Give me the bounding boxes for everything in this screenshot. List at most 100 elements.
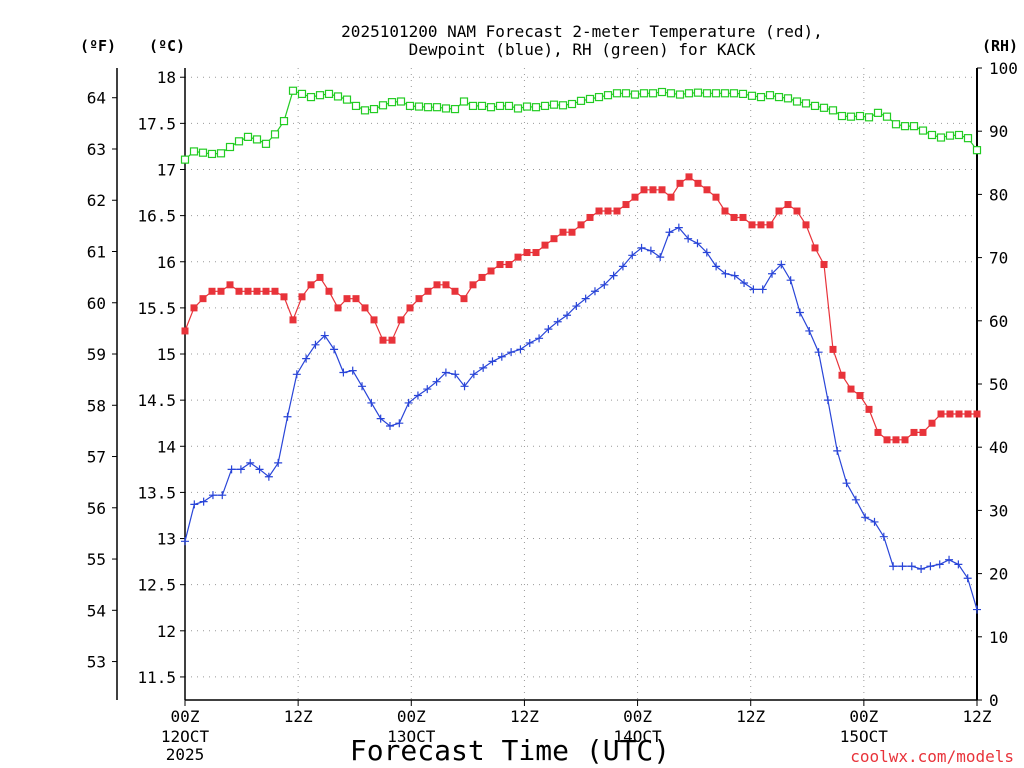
temperature-point	[811, 244, 819, 252]
temperature-point	[298, 293, 306, 301]
rh-point	[252, 135, 262, 144]
rh-point	[387, 98, 397, 107]
temperature-point	[694, 179, 702, 187]
data-series	[180, 86, 982, 614]
temperature-point	[334, 304, 342, 312]
temperature-series	[181, 173, 981, 444]
temperature-point	[424, 287, 432, 295]
temperature-point	[433, 281, 441, 289]
temperature-point	[667, 193, 675, 201]
rh-point	[180, 155, 190, 164]
rh-point	[540, 101, 550, 111]
fahrenheit-unit-label: (ºF)	[80, 37, 116, 55]
rh-point	[342, 95, 352, 104]
rh-point	[288, 86, 298, 95]
temperature-point	[199, 295, 207, 303]
dewpoint-point	[693, 239, 702, 248]
dewpoint-point	[656, 253, 665, 262]
rh-point	[729, 89, 739, 98]
rh-point	[198, 148, 208, 157]
fahrenheit-tick-label: 64	[87, 89, 106, 108]
dewpoint-point	[758, 285, 767, 294]
rh-point	[846, 112, 856, 121]
rh-point	[405, 101, 415, 111]
celsius-tick-label: 17.5	[137, 114, 176, 133]
dewpoint-point	[814, 348, 823, 357]
dewpoint-point	[423, 385, 432, 394]
dewpoint-point	[795, 308, 804, 317]
fahrenheit-tick-label: 60	[87, 294, 106, 313]
x-tick-label: 12Z	[284, 707, 313, 726]
dewpoint-point	[637, 243, 646, 252]
temperature-point	[235, 287, 243, 295]
x-tick-label: 00Z	[171, 707, 200, 726]
x-tick-label: 00Z	[849, 707, 878, 726]
chart-title-line-1: 2025101200 NAM Forecast 2-meter Temperat…	[341, 22, 823, 41]
dewpoint-point	[730, 271, 739, 280]
dewpoint-point	[246, 458, 255, 467]
temperature-point	[244, 287, 252, 295]
rh-point	[945, 131, 955, 140]
rh-point	[792, 97, 802, 106]
rh-tick-label: 30	[989, 501, 1008, 520]
dewpoint-point	[535, 334, 544, 343]
rh-point	[369, 104, 379, 114]
dewpoint-point	[432, 377, 441, 386]
temperature-point	[406, 304, 414, 312]
dewpoint-point	[460, 382, 469, 391]
temperature-point	[766, 221, 774, 229]
temperature-point	[631, 193, 639, 201]
temperature-point	[478, 273, 486, 281]
rh-point	[684, 89, 694, 98]
dewpoint-point	[525, 338, 534, 347]
rh-point	[693, 88, 703, 97]
rh-point	[234, 137, 244, 146]
dewpoint-point	[572, 302, 581, 311]
temperature-point	[568, 228, 576, 236]
rh-point	[486, 103, 496, 112]
dewpoint-point	[777, 260, 786, 269]
temperature-point	[613, 207, 621, 215]
dewpoint-point	[413, 391, 422, 400]
rh-point	[495, 101, 505, 111]
rh-tick-label: 90	[989, 122, 1008, 141]
rh-point	[585, 94, 595, 104]
dewpoint-series	[181, 223, 981, 614]
rh-point	[900, 122, 910, 131]
temperature-point	[955, 410, 963, 418]
temperature-point	[208, 287, 216, 295]
rh-point	[918, 126, 928, 135]
temperature-point	[829, 345, 837, 353]
rh-point	[189, 147, 199, 156]
x-tick-day-label: 13OCT	[387, 727, 436, 746]
dewpoint-point	[395, 419, 404, 428]
temperature-point	[505, 261, 513, 269]
temperature-point	[307, 281, 315, 289]
dewpoint-point	[255, 465, 264, 474]
rh-point	[738, 89, 748, 99]
rh-point	[720, 89, 730, 98]
dewpoint-point	[516, 345, 525, 354]
temperature-point	[928, 419, 936, 427]
celsius-tick-label: 14	[157, 437, 176, 456]
dewpoint-point	[348, 366, 357, 375]
dewpoint-point	[945, 555, 954, 564]
rh-point	[702, 89, 712, 98]
temperature-point	[865, 405, 873, 413]
dewpoint-point	[740, 278, 749, 287]
dewpoint-point	[851, 495, 860, 504]
celsius-tick-label: 15	[157, 345, 176, 364]
x-tick-day-label: 12OCT	[161, 727, 210, 746]
celsius-tick-label: 14.5	[137, 391, 176, 410]
dewpoint-point	[684, 234, 693, 243]
dewpoint-point	[646, 246, 655, 255]
temperature-point	[685, 173, 693, 181]
dewpoint-point	[926, 562, 935, 571]
dewpoint-point	[628, 251, 637, 260]
temperature-point	[388, 336, 396, 344]
temperature-point	[280, 293, 288, 301]
dewpoint-point	[870, 517, 879, 526]
temperature-point	[649, 186, 657, 194]
temperature-point	[397, 316, 405, 324]
rh-point	[873, 108, 883, 117]
